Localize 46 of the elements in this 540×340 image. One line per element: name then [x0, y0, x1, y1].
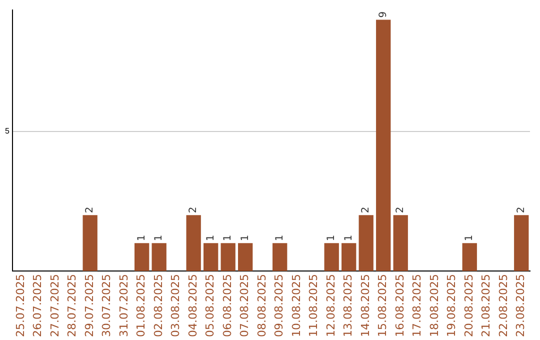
x-tick-label: 16.08.2025: [393, 274, 406, 338]
x-tick-label: 22.08.2025: [496, 274, 510, 338]
x-tick-label: 25.07.2025: [14, 274, 27, 338]
x-tick-label: 19.08.2025: [445, 274, 458, 338]
data-label: 2: [360, 206, 372, 214]
data-label: 1: [464, 234, 476, 242]
x-tick-label: 21.08.2025: [480, 274, 493, 338]
data-label: 2: [84, 206, 96, 214]
x-tick-label: 27.07.2025: [48, 274, 62, 338]
x-tick-label: 03.08.2025: [169, 274, 182, 338]
data-label: 1: [205, 234, 216, 242]
data-label: 1: [274, 234, 286, 242]
x-tick-label: 14.08.2025: [358, 274, 372, 338]
x-tick-label: 23.08.2025: [514, 274, 528, 338]
x-tick-label: 30.07.2025: [100, 274, 114, 338]
data-label: 2: [188, 206, 200, 214]
x-tick-label: 08.08.2025: [255, 274, 268, 338]
x-tick-label: 18.08.2025: [428, 274, 441, 338]
x-tick-label: 05.08.2025: [204, 274, 217, 338]
y-tick-label: 5: [4, 126, 10, 136]
data-label: 1: [240, 234, 251, 242]
data-label: 1: [326, 234, 338, 242]
x-tick-label: 31.07.2025: [117, 274, 130, 338]
x-tick-label: 09.08.2025: [272, 274, 286, 338]
x-tick-label: 11.08.2025: [307, 274, 320, 338]
data-label: 2: [395, 206, 406, 214]
data-label: 1: [343, 234, 354, 242]
data-label: 1: [154, 234, 165, 242]
data-label: 1: [136, 234, 148, 242]
data-label: 1: [222, 234, 234, 242]
x-tick-label: 28.07.2025: [66, 274, 79, 338]
x-tick-label: 01.08.2025: [134, 274, 148, 338]
x-tick-label: 04.08.2025: [186, 274, 200, 338]
x-tick-label: 17.08.2025: [410, 274, 424, 338]
x-tick-label: 15.08.2025: [376, 274, 390, 338]
data-label: 9: [378, 11, 389, 18]
x-tick-label: 29.07.2025: [82, 274, 96, 338]
x-tick-label: 07.08.2025: [238, 274, 252, 338]
data-label: 2: [516, 206, 527, 214]
x-tick-label: 13.08.2025: [342, 274, 355, 338]
x-tick-label: 26.07.2025: [31, 274, 44, 338]
x-tick-label: 02.08.2025: [152, 274, 165, 338]
x-tick-label: 06.08.2025: [220, 274, 234, 338]
x-tick-label: 10.08.2025: [290, 274, 303, 338]
x-tick-label: 12.08.2025: [324, 274, 338, 338]
x-tick-label: 20.08.2025: [462, 274, 476, 338]
